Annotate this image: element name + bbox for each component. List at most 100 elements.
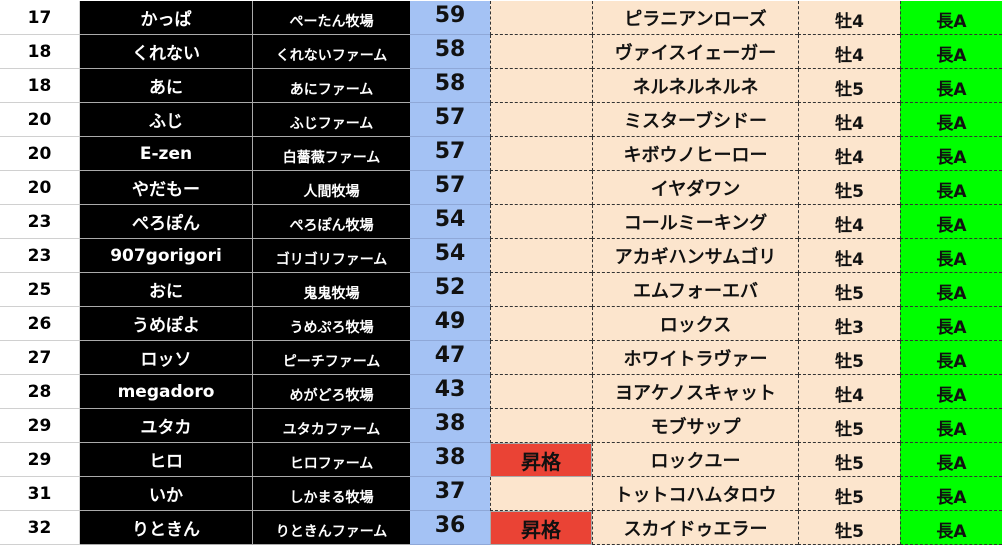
rank-cell[interactable]: 20 [0,103,80,137]
score-cell[interactable]: 43 [410,375,490,409]
player-name-cell[interactable]: ふじ [80,103,253,137]
player-name-cell[interactable]: ユタカ [80,409,253,443]
status-cell[interactable]: 長A [900,375,1002,409]
farm-name-cell[interactable]: しかまる牧場 [253,477,410,511]
sex-age-cell[interactable]: 牡3 [798,307,900,341]
rank-cell[interactable]: 32 [0,511,80,545]
rank-cell[interactable]: 20 [0,171,80,205]
rank-cell[interactable]: 18 [0,35,80,69]
promotion-cell[interactable]: 昇格 [490,443,592,477]
score-cell[interactable]: 49 [410,307,490,341]
sex-age-cell[interactable]: 牡5 [798,511,900,545]
horse-name-cell[interactable]: モブサップ [592,409,798,443]
score-cell[interactable]: 38 [410,409,490,443]
horse-name-cell[interactable]: ネルネルネルネ [592,69,798,103]
score-cell[interactable]: 57 [410,171,490,205]
sex-age-cell[interactable]: 牡4 [798,375,900,409]
promotion-cell[interactable] [490,239,592,273]
score-cell[interactable]: 36 [410,511,490,545]
sex-age-cell[interactable]: 牡5 [798,409,900,443]
farm-name-cell[interactable]: ヒロファーム [253,443,410,477]
score-cell[interactable]: 57 [410,137,490,171]
sex-age-cell[interactable]: 牡5 [798,477,900,511]
horse-name-cell[interactable]: アカギハンサムゴリ [592,239,798,273]
rank-cell[interactable]: 20 [0,137,80,171]
score-cell[interactable]: 38 [410,443,490,477]
promotion-cell[interactable] [490,341,592,375]
promotion-cell[interactable] [490,375,592,409]
status-cell[interactable]: 長A [900,443,1002,477]
score-cell[interactable]: 54 [410,205,490,239]
player-name-cell[interactable]: ぺろぽん [80,205,253,239]
sex-age-cell[interactable]: 牡4 [798,137,900,171]
player-name-cell[interactable]: やだもー [80,171,253,205]
sex-age-cell[interactable]: 牡5 [798,171,900,205]
rank-cell[interactable]: 18 [0,69,80,103]
score-cell[interactable]: 57 [410,103,490,137]
horse-name-cell[interactable]: トットコハムタロウ [592,477,798,511]
status-cell[interactable]: 長A [900,409,1002,443]
promotion-cell[interactable] [490,171,592,205]
score-cell[interactable]: 59 [410,1,490,35]
promotion-cell[interactable] [490,409,592,443]
status-cell[interactable]: 長A [900,341,1002,375]
horse-name-cell[interactable]: エムフォーエバ [592,273,798,307]
promotion-cell[interactable] [490,103,592,137]
status-cell[interactable]: 長A [900,1,1002,35]
horse-name-cell[interactable]: ロックス [592,307,798,341]
status-cell[interactable]: 長A [900,205,1002,239]
horse-name-cell[interactable]: ヴァイスイェーガー [592,35,798,69]
farm-name-cell[interactable]: くれないファーム [253,35,410,69]
player-name-cell[interactable]: あに [80,69,253,103]
sex-age-cell[interactable]: 牡4 [798,35,900,69]
horse-name-cell[interactable]: キボウノヒーロー [592,137,798,171]
status-cell[interactable]: 長A [900,103,1002,137]
sex-age-cell[interactable]: 牡4 [798,205,900,239]
promotion-cell[interactable] [490,137,592,171]
farm-name-cell[interactable]: めがどろ牧場 [253,375,410,409]
farm-name-cell[interactable]: ぺろぽん牧場 [253,205,410,239]
horse-name-cell[interactable]: イヤダワン [592,171,798,205]
score-cell[interactable]: 58 [410,69,490,103]
rank-cell[interactable]: 17 [0,1,80,35]
sex-age-cell[interactable]: 牡4 [798,239,900,273]
sex-age-cell[interactable]: 牡4 [798,1,900,35]
promotion-cell[interactable] [490,35,592,69]
player-name-cell[interactable]: megadoro [80,375,253,409]
sex-age-cell[interactable]: 牡5 [798,341,900,375]
rank-cell[interactable]: 27 [0,341,80,375]
promotion-cell[interactable] [490,205,592,239]
score-cell[interactable]: 37 [410,477,490,511]
status-cell[interactable]: 長A [900,69,1002,103]
promotion-cell[interactable] [490,273,592,307]
status-cell[interactable]: 長A [900,511,1002,545]
status-cell[interactable]: 長A [900,239,1002,273]
status-cell[interactable]: 長A [900,35,1002,69]
rank-cell[interactable]: 28 [0,375,80,409]
player-name-cell[interactable]: りときん [80,511,253,545]
farm-name-cell[interactable]: ピーチファーム [253,341,410,375]
sex-age-cell[interactable]: 牡4 [798,103,900,137]
rank-cell[interactable]: 29 [0,409,80,443]
farm-name-cell[interactable]: うめぷろ牧場 [253,307,410,341]
promotion-cell[interactable] [490,477,592,511]
promotion-cell[interactable]: 昇格 [490,511,592,545]
sex-age-cell[interactable]: 牡5 [798,69,900,103]
rank-cell[interactable]: 29 [0,443,80,477]
rank-cell[interactable]: 26 [0,307,80,341]
player-name-cell[interactable]: おに [80,273,253,307]
farm-name-cell[interactable]: ぺーたん牧場 [253,1,410,35]
promotion-cell[interactable] [490,69,592,103]
promotion-cell[interactable] [490,1,592,35]
farm-name-cell[interactable]: ゴリゴリファーム [253,239,410,273]
horse-name-cell[interactable]: スカイドゥエラー [592,511,798,545]
sex-age-cell[interactable]: 牡5 [798,443,900,477]
horse-name-cell[interactable]: ホワイトラヴァー [592,341,798,375]
rank-cell[interactable]: 23 [0,205,80,239]
status-cell[interactable]: 長A [900,307,1002,341]
score-cell[interactable]: 58 [410,35,490,69]
player-name-cell[interactable]: くれない [80,35,253,69]
player-name-cell[interactable]: いか [80,477,253,511]
score-cell[interactable]: 47 [410,341,490,375]
player-name-cell[interactable]: E-zen [80,137,253,171]
